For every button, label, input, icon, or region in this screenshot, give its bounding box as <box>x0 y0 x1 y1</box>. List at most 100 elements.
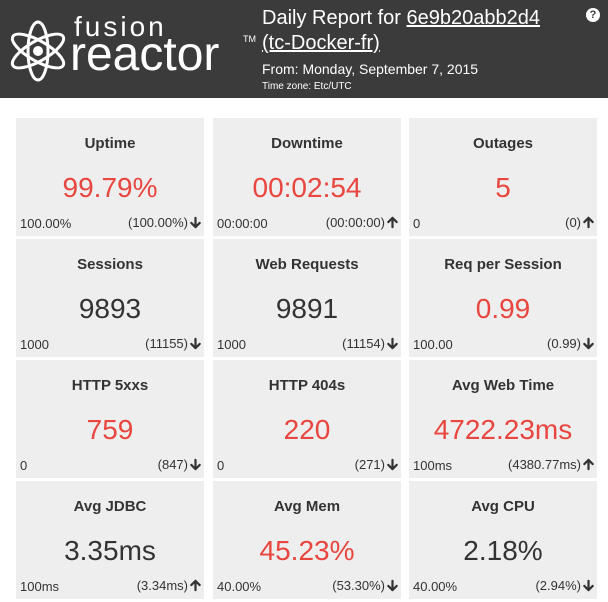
metric-value: 220 <box>283 414 331 445</box>
arrow-down-icon <box>387 337 398 350</box>
arrow-down-icon <box>190 458 201 471</box>
metric-value: 0.99 <box>475 293 531 324</box>
metric-baseline: 0 <box>20 458 28 473</box>
metric-title: Sessions <box>77 256 143 273</box>
metric-value: 2.18% <box>463 535 543 566</box>
server-id-link[interactable]: 6e9b20abb2d4 <box>406 7 540 29</box>
metrics-grid: Uptime 99.79% 100.00% (100.00%) Downtime 00:0… <box>16 118 606 602</box>
metric-baseline: 1000 <box>217 337 246 352</box>
report-title-line-1: Daily Report for 6e9b20abb2d4 <box>262 6 582 31</box>
metric-card: Avg JDBC 3.35ms 100ms (3.34ms) <box>16 481 204 599</box>
metric-previous: (00:00:00) <box>326 215 399 230</box>
report-timezone: Time zone: Etc/UTC <box>262 81 352 92</box>
metric-previous: (11154) <box>342 336 399 351</box>
logo-trademark: TM <box>243 34 256 44</box>
metric-previous: (11155) <box>145 336 202 351</box>
metric-value: 9891 <box>275 293 339 324</box>
metric-baseline: 100.00 <box>413 337 453 352</box>
help-icon[interactable]: ? <box>586 8 600 22</box>
report-header: fusion reactor TM Daily Report for 6e9b2… <box>0 0 608 98</box>
metric-title: Downtime <box>271 135 343 152</box>
metric-title: Avg Web Time <box>451 377 555 394</box>
metric-baseline: 40.00% <box>413 579 458 594</box>
report-date: From: Monday, September 7, 2015 <box>262 61 479 77</box>
metric-card: Req per Session 0.99 100.00 (0.99) <box>409 239 597 357</box>
logo-wordmark-bottom: reactor <box>70 28 220 81</box>
metric-previous-value: (00:00:00) <box>325 215 385 230</box>
metric-previous-value: (53.30%) <box>332 578 385 593</box>
report-title: Daily Report for 6e9b20abb2d4 (tc-Docker… <box>262 6 582 56</box>
metric-previous-value: (3.34ms) <box>136 578 188 593</box>
metric-previous: (4380.77ms) <box>508 457 595 472</box>
metric-previous-value: (0.99) <box>547 336 581 351</box>
metric-card: Sessions 9893 1000 (11155) <box>16 239 204 357</box>
metric-previous: (0) <box>565 215 595 230</box>
metric-card: Avg Mem 45.23% 40.00% (53.30%) <box>213 481 401 599</box>
metric-baseline: 00:00:00 <box>217 216 268 231</box>
metric-title: Avg CPU <box>471 498 535 515</box>
metric-value: 00:02:54 <box>252 172 362 203</box>
fusionreactor-logo: fusion reactor TM <box>0 0 258 98</box>
metric-title: Avg JDBC <box>73 498 147 515</box>
arrow-down-icon <box>583 579 594 592</box>
metric-card: HTTP 404s 220 0 (271) <box>213 360 401 478</box>
arrow-down-icon <box>387 579 398 592</box>
metric-title: Uptime <box>84 135 136 152</box>
metric-previous: (847) <box>158 457 202 472</box>
metric-previous: (2.94%) <box>535 578 595 593</box>
metric-value: 759 <box>86 414 134 445</box>
metric-title: Web Requests <box>255 256 359 273</box>
arrow-up-icon <box>583 458 594 471</box>
atom-icon <box>10 20 66 82</box>
metric-previous-value: (0) <box>565 215 581 230</box>
metric-previous-value: (847) <box>157 457 188 472</box>
arrow-up-icon <box>387 216 398 229</box>
metric-title: Req per Session <box>444 256 562 273</box>
metric-title: Outages <box>472 135 533 152</box>
metric-card: Web Requests 9891 1000 (11154) <box>213 239 401 357</box>
metric-baseline: 1000 <box>20 337 49 352</box>
metric-previous: (3.34ms) <box>137 578 202 593</box>
metric-value: 99.79% <box>62 172 158 203</box>
report-title-prefix: Daily Report for <box>262 7 401 29</box>
arrow-up-icon <box>190 579 201 592</box>
metric-value: 5 <box>495 172 511 203</box>
metric-previous: (0.99) <box>547 336 595 351</box>
arrow-up-icon <box>583 216 594 229</box>
logo-wordmark-top: fusion <box>74 11 167 42</box>
metric-baseline: 0 <box>217 458 225 473</box>
metric-previous-value: (271) <box>354 457 385 472</box>
arrow-down-icon <box>190 337 201 350</box>
metric-card: Avg CPU 2.18% 40.00% (2.94%) <box>409 481 597 599</box>
metric-baseline: 100.00% <box>20 216 72 231</box>
metric-previous: (53.30%) <box>332 578 399 593</box>
metric-baseline: 0 <box>413 216 421 231</box>
metric-title: HTTP 404s <box>268 377 346 394</box>
metric-previous-value: (100.00%) <box>128 215 188 230</box>
metric-card: Uptime 99.79% 100.00% (100.00%) <box>16 118 204 236</box>
metric-previous: (100.00%) <box>128 215 202 230</box>
instance-name-link[interactable]: (tc-Docker-fr) <box>262 32 380 54</box>
metric-title: Avg Mem <box>273 498 341 515</box>
metric-card: Downtime 00:02:54 00:00:00 (00:00:00) <box>213 118 401 236</box>
metric-previous-value: (4380.77ms) <box>508 457 581 472</box>
metric-card: Avg Web Time 4722.23ms 100ms (4380.77ms) <box>409 360 597 478</box>
metric-previous-value: (2.94%) <box>535 578 581 593</box>
metric-baseline: 100ms <box>413 458 453 473</box>
metric-card: HTTP 5xxs 759 0 (847) <box>16 360 204 478</box>
metric-value: 45.23% <box>259 535 355 566</box>
report-title-line-2: (tc-Docker-fr) <box>262 31 582 56</box>
metric-value: 3.35ms <box>64 535 156 566</box>
arrow-down-icon <box>583 337 594 350</box>
metric-card: Outages 5 0 (0) <box>409 118 597 236</box>
metric-baseline: 100ms <box>20 579 60 594</box>
metric-value: 9893 <box>78 293 142 324</box>
metric-title: HTTP 5xxs <box>71 377 149 394</box>
arrow-down-icon <box>190 216 201 229</box>
metric-previous-value: (11155) <box>145 336 188 351</box>
metric-previous-value: (11154) <box>342 336 385 351</box>
arrow-down-icon <box>387 458 398 471</box>
metric-previous: (271) <box>355 457 399 472</box>
metric-value: 4722.23ms <box>433 414 573 445</box>
metric-baseline: 40.00% <box>217 579 262 594</box>
